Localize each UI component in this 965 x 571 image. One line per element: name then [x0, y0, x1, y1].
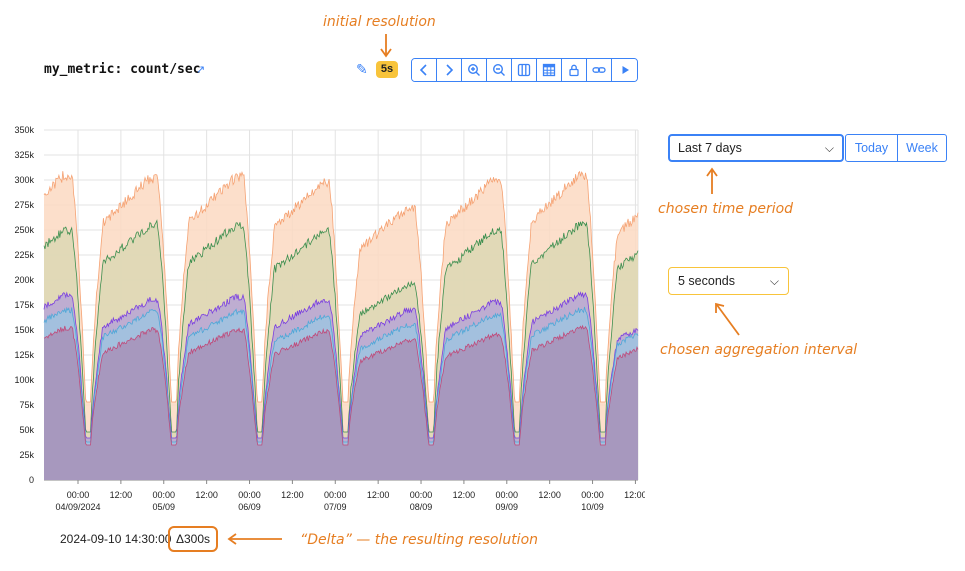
delta-arrow: [227, 533, 282, 545]
y-tick-label: 150k: [14, 325, 34, 335]
y-tick-label: 75k: [19, 400, 34, 410]
initial-resolution-arrow: [380, 34, 392, 58]
x-tick-date-label: 08/09: [410, 502, 433, 512]
x-tick-time-label: 12:00: [367, 490, 390, 500]
series-line: [43, 170, 639, 403]
external-link-icon[interactable]: ↗: [196, 64, 206, 76]
series-line: [43, 219, 639, 433]
lock-button[interactable]: [562, 59, 587, 81]
x-tick-date-label: 04/09/2024: [55, 502, 100, 512]
table-button[interactable]: [537, 59, 562, 81]
pan-left-button[interactable]: [412, 59, 437, 81]
x-tick-time-label: 00:00: [238, 490, 261, 500]
chevron-down-icon: ⌵: [824, 140, 834, 155]
play-button[interactable]: [612, 59, 637, 81]
time-period-arrow: [706, 167, 718, 194]
link-button[interactable]: [587, 59, 612, 81]
x-tick-date-label: 07/09: [324, 502, 347, 512]
y-tick-label: 175k: [14, 300, 34, 310]
y-tick-label: 275k: [14, 200, 34, 210]
cursor-timestamp: 2024-09-10 14:30:00: [60, 532, 172, 546]
columns-button[interactable]: [512, 59, 537, 81]
x-tick-time-label: 00:00: [67, 490, 90, 500]
today-button[interactable]: Today: [845, 134, 898, 162]
metric-title: my_metric: count/sec: [44, 62, 201, 77]
aggregation-interval-select[interactable]: 5 seconds ⌵: [668, 267, 789, 295]
y-axis: 0 25k 50k 75k 100k 125k 150k 175k 200k 225k 250k 27…: [14, 125, 34, 485]
time-period-select[interactable]: Last 7 days ⌵: [668, 134, 844, 162]
lock-icon: [569, 64, 579, 77]
y-tick-label: 50k: [19, 425, 34, 435]
y-tick-label: 250k: [14, 225, 34, 235]
zoom-in-button[interactable]: [462, 59, 487, 81]
y-tick-label: 325k: [14, 150, 34, 160]
week-button[interactable]: Week: [897, 134, 947, 162]
zoom-out-button[interactable]: [487, 59, 512, 81]
aggregation-interval-value: 5 seconds: [678, 274, 735, 288]
series-line: [43, 306, 639, 443]
link-icon: [592, 67, 606, 73]
series-area: [44, 325, 638, 480]
y-tick-label: 0: [29, 475, 34, 485]
time-period-annotation: chosen time period: [658, 201, 794, 217]
play-icon: [622, 66, 629, 74]
series-line: [43, 324, 639, 446]
x-tick-date-label: 09/09: [496, 502, 519, 512]
series-line: [43, 291, 639, 439]
initial-resolution-annotation: initial resolution: [323, 14, 436, 30]
x-tick-time-label: 00:00: [581, 490, 604, 500]
x-tick-time-label: 00:00: [324, 490, 347, 500]
y-tick-label: 225k: [14, 250, 34, 260]
y-tick-label: 125k: [14, 350, 34, 360]
x-axis: 00:00 04/09/2024 12:00 00:00 05/09 12:00 00:00…: [55, 480, 645, 512]
columns-icon: [517, 63, 531, 77]
x-tick-time-label: 12:00: [453, 490, 476, 500]
delta-resolution-badge: Δ300s: [168, 526, 218, 552]
delta-annotation: “Delta” — the resulting resolution: [300, 532, 539, 548]
y-tick-label: 25k: [19, 450, 34, 460]
x-tick-date-label: 05/09: [152, 502, 175, 512]
x-tick-time-label: 00:00: [152, 490, 175, 500]
zoom-in-icon: [467, 63, 480, 76]
x-tick-time-label: 12:00: [281, 490, 304, 500]
chevron-left-icon: [419, 64, 427, 76]
y-tick-label: 200k: [14, 275, 34, 285]
table-icon: [542, 63, 556, 77]
aggregation-arrow: [715, 302, 740, 336]
y-tick-label: 300k: [14, 175, 34, 185]
resolution-badge: 5s: [376, 61, 398, 78]
pan-right-button[interactable]: [437, 59, 462, 81]
y-tick-label: 350k: [14, 125, 34, 135]
x-tick-time-label: 00:00: [410, 490, 433, 500]
aggregation-annotation: chosen aggregation interval: [660, 342, 858, 358]
edit-pencil-icon[interactable]: ✎: [356, 61, 368, 77]
x-tick-time-label: 12:00: [110, 490, 133, 500]
x-tick-date-label: 10/09: [581, 502, 604, 512]
y-tick-label: 100k: [14, 375, 34, 385]
x-tick-time-label: 12:00: [538, 490, 561, 500]
x-tick-time-label: 12:00: [195, 490, 218, 500]
chevron-down-icon: ⌵: [769, 273, 779, 288]
metric-area-chart: 0 25k 50k 75k 100k 125k 150k 175k 200k 225k 250k 27…: [14, 125, 645, 512]
chart-toolbar: [411, 58, 638, 82]
x-tick-time-label: 00:00: [496, 490, 519, 500]
time-period-value: Last 7 days: [678, 141, 742, 155]
chart-series: [43, 170, 639, 480]
x-tick-date-label: 06/09: [238, 502, 261, 512]
x-tick-time-label: 12:00: [624, 490, 645, 500]
zoom-out-icon: [492, 63, 505, 76]
chevron-right-icon: [446, 64, 454, 76]
